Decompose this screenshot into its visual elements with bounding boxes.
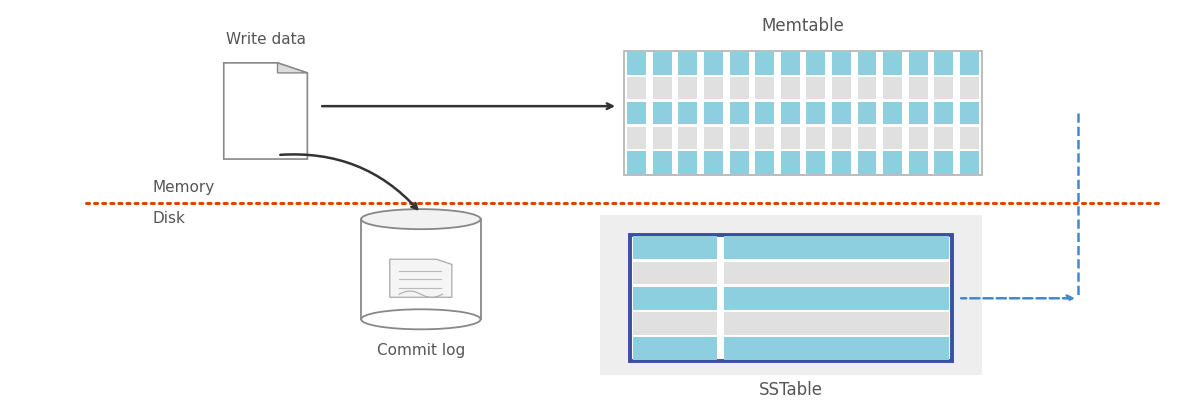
FancyBboxPatch shape	[704, 127, 722, 149]
FancyBboxPatch shape	[960, 151, 979, 174]
FancyBboxPatch shape	[678, 151, 697, 174]
FancyBboxPatch shape	[935, 102, 953, 124]
FancyBboxPatch shape	[781, 151, 799, 174]
FancyBboxPatch shape	[628, 77, 646, 99]
FancyBboxPatch shape	[883, 52, 902, 74]
FancyBboxPatch shape	[960, 77, 979, 99]
FancyBboxPatch shape	[724, 312, 949, 335]
FancyBboxPatch shape	[858, 151, 876, 174]
FancyBboxPatch shape	[724, 262, 949, 284]
Text: Write data: Write data	[226, 32, 306, 47]
FancyBboxPatch shape	[628, 52, 646, 74]
FancyBboxPatch shape	[704, 77, 722, 99]
FancyBboxPatch shape	[908, 102, 928, 124]
FancyBboxPatch shape	[781, 102, 799, 124]
FancyBboxPatch shape	[832, 77, 851, 99]
FancyBboxPatch shape	[935, 127, 953, 149]
FancyBboxPatch shape	[628, 102, 646, 124]
FancyBboxPatch shape	[755, 52, 774, 74]
FancyBboxPatch shape	[832, 151, 851, 174]
FancyBboxPatch shape	[858, 127, 876, 149]
FancyBboxPatch shape	[634, 236, 716, 259]
FancyBboxPatch shape	[730, 151, 749, 174]
FancyBboxPatch shape	[653, 52, 672, 74]
FancyBboxPatch shape	[755, 151, 774, 174]
FancyBboxPatch shape	[755, 127, 774, 149]
Text: Commit log: Commit log	[377, 344, 464, 358]
FancyBboxPatch shape	[960, 52, 979, 74]
FancyBboxPatch shape	[781, 77, 799, 99]
FancyBboxPatch shape	[704, 52, 722, 74]
FancyBboxPatch shape	[730, 127, 749, 149]
FancyBboxPatch shape	[653, 151, 672, 174]
FancyBboxPatch shape	[724, 287, 949, 310]
FancyBboxPatch shape	[653, 127, 672, 149]
FancyBboxPatch shape	[678, 77, 697, 99]
FancyBboxPatch shape	[935, 77, 953, 99]
FancyBboxPatch shape	[704, 102, 722, 124]
FancyBboxPatch shape	[935, 151, 953, 174]
FancyBboxPatch shape	[730, 77, 749, 99]
Text: Memory: Memory	[152, 180, 215, 195]
FancyBboxPatch shape	[781, 127, 799, 149]
FancyBboxPatch shape	[678, 127, 697, 149]
Ellipse shape	[361, 209, 480, 229]
FancyBboxPatch shape	[704, 151, 722, 174]
FancyBboxPatch shape	[781, 52, 799, 74]
FancyBboxPatch shape	[806, 151, 826, 174]
FancyBboxPatch shape	[630, 235, 953, 361]
FancyBboxPatch shape	[806, 102, 826, 124]
FancyBboxPatch shape	[858, 52, 876, 74]
FancyBboxPatch shape	[755, 102, 774, 124]
FancyBboxPatch shape	[600, 215, 983, 375]
FancyBboxPatch shape	[806, 127, 826, 149]
FancyBboxPatch shape	[634, 312, 716, 335]
FancyBboxPatch shape	[634, 287, 716, 310]
FancyBboxPatch shape	[960, 102, 979, 124]
Polygon shape	[277, 63, 307, 73]
Polygon shape	[223, 63, 307, 159]
FancyBboxPatch shape	[806, 77, 826, 99]
FancyBboxPatch shape	[628, 151, 646, 174]
FancyBboxPatch shape	[361, 219, 480, 319]
FancyBboxPatch shape	[960, 127, 979, 149]
FancyBboxPatch shape	[678, 52, 697, 74]
FancyBboxPatch shape	[908, 77, 928, 99]
FancyBboxPatch shape	[724, 236, 949, 259]
FancyBboxPatch shape	[908, 127, 928, 149]
FancyBboxPatch shape	[908, 151, 928, 174]
FancyBboxPatch shape	[832, 52, 851, 74]
FancyBboxPatch shape	[724, 337, 949, 360]
FancyBboxPatch shape	[628, 127, 646, 149]
FancyBboxPatch shape	[858, 77, 876, 99]
Polygon shape	[390, 259, 452, 297]
FancyBboxPatch shape	[653, 77, 672, 99]
FancyBboxPatch shape	[678, 102, 697, 124]
Text: SSTable: SSTable	[760, 381, 823, 399]
FancyBboxPatch shape	[883, 127, 902, 149]
FancyBboxPatch shape	[935, 52, 953, 74]
FancyBboxPatch shape	[883, 77, 902, 99]
FancyBboxPatch shape	[634, 337, 716, 360]
FancyBboxPatch shape	[832, 127, 851, 149]
FancyBboxPatch shape	[634, 262, 716, 284]
FancyBboxPatch shape	[624, 51, 983, 175]
FancyBboxPatch shape	[806, 52, 826, 74]
FancyBboxPatch shape	[730, 102, 749, 124]
FancyBboxPatch shape	[730, 52, 749, 74]
Text: Disk: Disk	[152, 211, 185, 226]
FancyBboxPatch shape	[858, 102, 876, 124]
FancyBboxPatch shape	[883, 151, 902, 174]
FancyBboxPatch shape	[883, 102, 902, 124]
FancyBboxPatch shape	[653, 102, 672, 124]
FancyBboxPatch shape	[755, 77, 774, 99]
FancyBboxPatch shape	[832, 102, 851, 124]
FancyBboxPatch shape	[908, 52, 928, 74]
Ellipse shape	[361, 309, 480, 329]
Text: Memtable: Memtable	[762, 17, 845, 35]
